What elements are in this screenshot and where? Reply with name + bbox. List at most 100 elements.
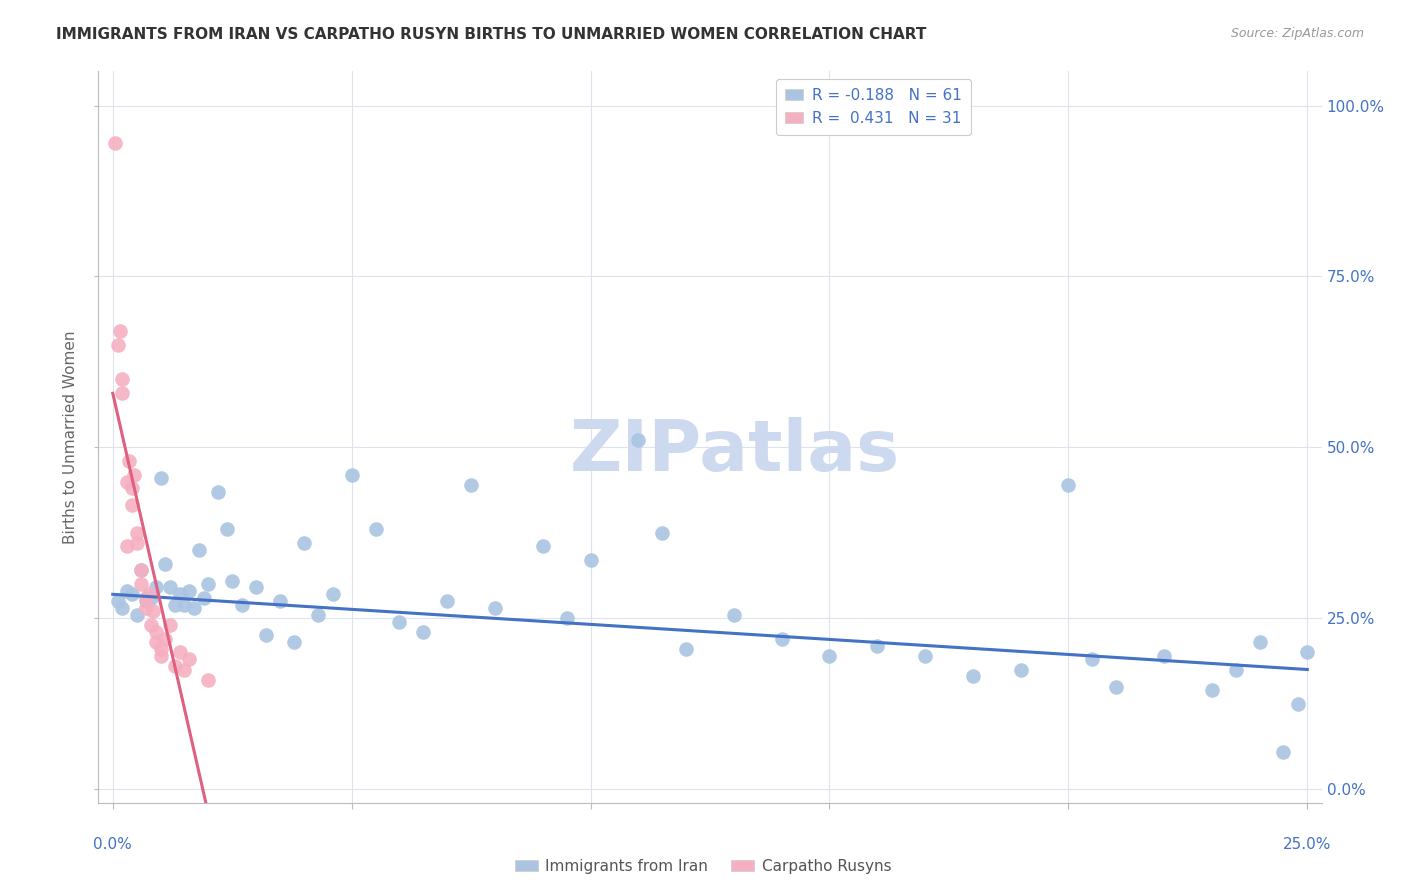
Point: [723, 607, 745, 622]
Point: [197, 577, 219, 591]
Point: [231, 598, 253, 612]
Point: [159, 581, 181, 595]
Point: [125, 525, 148, 540]
Point: [159, 618, 181, 632]
Point: [135, 601, 157, 615]
Point: [1272, 745, 1295, 759]
Point: [1249, 635, 1271, 649]
Point: [207, 484, 229, 499]
Point: [107, 338, 129, 352]
Point: [651, 525, 673, 540]
Legend: R = -0.188   N = 61, R =  0.431   N = 31: R = -0.188 N = 61, R = 0.431 N = 31: [776, 79, 972, 135]
Point: [149, 471, 172, 485]
Text: Source: ZipAtlas.com: Source: ZipAtlas.com: [1230, 27, 1364, 40]
Text: IMMIGRANTS FROM IRAN VS CARPATHO RUSYN BIRTHS TO UNMARRIED WOMEN CORRELATION CHA: IMMIGRANTS FROM IRAN VS CARPATHO RUSYN B…: [56, 27, 927, 42]
Point: [197, 673, 219, 687]
Point: [169, 645, 191, 659]
Point: [108, 324, 131, 338]
Point: [155, 632, 177, 646]
Point: [111, 372, 134, 386]
Point: [115, 583, 138, 598]
Point: [125, 536, 148, 550]
Point: [217, 522, 239, 536]
Y-axis label: Births to Unmarried Women: Births to Unmarried Women: [63, 330, 79, 544]
Point: [436, 594, 458, 608]
Point: [111, 601, 134, 615]
Point: [118, 454, 141, 468]
Point: [145, 624, 167, 639]
Point: [131, 577, 153, 591]
Point: [125, 607, 148, 622]
Point: [135, 591, 157, 605]
Point: [179, 583, 201, 598]
Point: [179, 652, 201, 666]
Point: [1286, 697, 1309, 711]
Point: [193, 591, 215, 605]
Point: [122, 467, 145, 482]
Point: [221, 574, 243, 588]
Point: [412, 624, 434, 639]
Point: [627, 434, 650, 448]
Legend: Immigrants from Iran, Carpatho Rusyns: Immigrants from Iran, Carpatho Rusyns: [509, 853, 897, 880]
Point: [1296, 645, 1319, 659]
Point: [579, 553, 602, 567]
Point: [1225, 663, 1247, 677]
Point: [1105, 680, 1128, 694]
Point: [962, 669, 984, 683]
Point: [131, 563, 153, 577]
Point: [364, 522, 387, 536]
Point: [1081, 652, 1104, 666]
Point: [531, 540, 554, 554]
Text: 0.0%: 0.0%: [93, 837, 132, 852]
Point: [307, 607, 329, 622]
Point: [322, 587, 344, 601]
Point: [1201, 683, 1223, 698]
Point: [283, 635, 305, 649]
Point: [1057, 478, 1080, 492]
Point: [1153, 648, 1175, 663]
Point: [138, 587, 160, 601]
Text: 25.0%: 25.0%: [1284, 837, 1331, 852]
Point: [914, 648, 936, 663]
Point: [183, 601, 205, 615]
Point: [269, 594, 291, 608]
Point: [131, 563, 153, 577]
Point: [149, 648, 172, 663]
Point: [173, 598, 195, 612]
Point: [121, 481, 143, 495]
Point: [1010, 663, 1032, 677]
Point: [254, 628, 277, 642]
Point: [115, 475, 138, 489]
Point: [245, 581, 267, 595]
Point: [149, 642, 172, 657]
Point: [163, 659, 186, 673]
Point: [555, 611, 578, 625]
Point: [115, 540, 138, 554]
Point: [155, 557, 177, 571]
Point: [173, 663, 195, 677]
Point: [770, 632, 793, 646]
Point: [169, 587, 191, 601]
Point: [675, 642, 697, 657]
Point: [866, 639, 889, 653]
Point: [187, 542, 209, 557]
Point: [142, 604, 165, 618]
Point: [104, 136, 127, 150]
Point: [388, 615, 411, 629]
Point: [139, 591, 162, 605]
Point: [139, 618, 162, 632]
Text: ZIPatlas: ZIPatlas: [569, 417, 900, 486]
Point: [121, 587, 143, 601]
Point: [107, 594, 129, 608]
Point: [135, 594, 157, 608]
Point: [111, 385, 134, 400]
Point: [145, 635, 167, 649]
Point: [340, 467, 363, 482]
Point: [460, 478, 482, 492]
Point: [145, 581, 167, 595]
Point: [818, 648, 841, 663]
Point: [484, 601, 506, 615]
Point: [163, 598, 186, 612]
Point: [292, 536, 315, 550]
Point: [121, 499, 143, 513]
